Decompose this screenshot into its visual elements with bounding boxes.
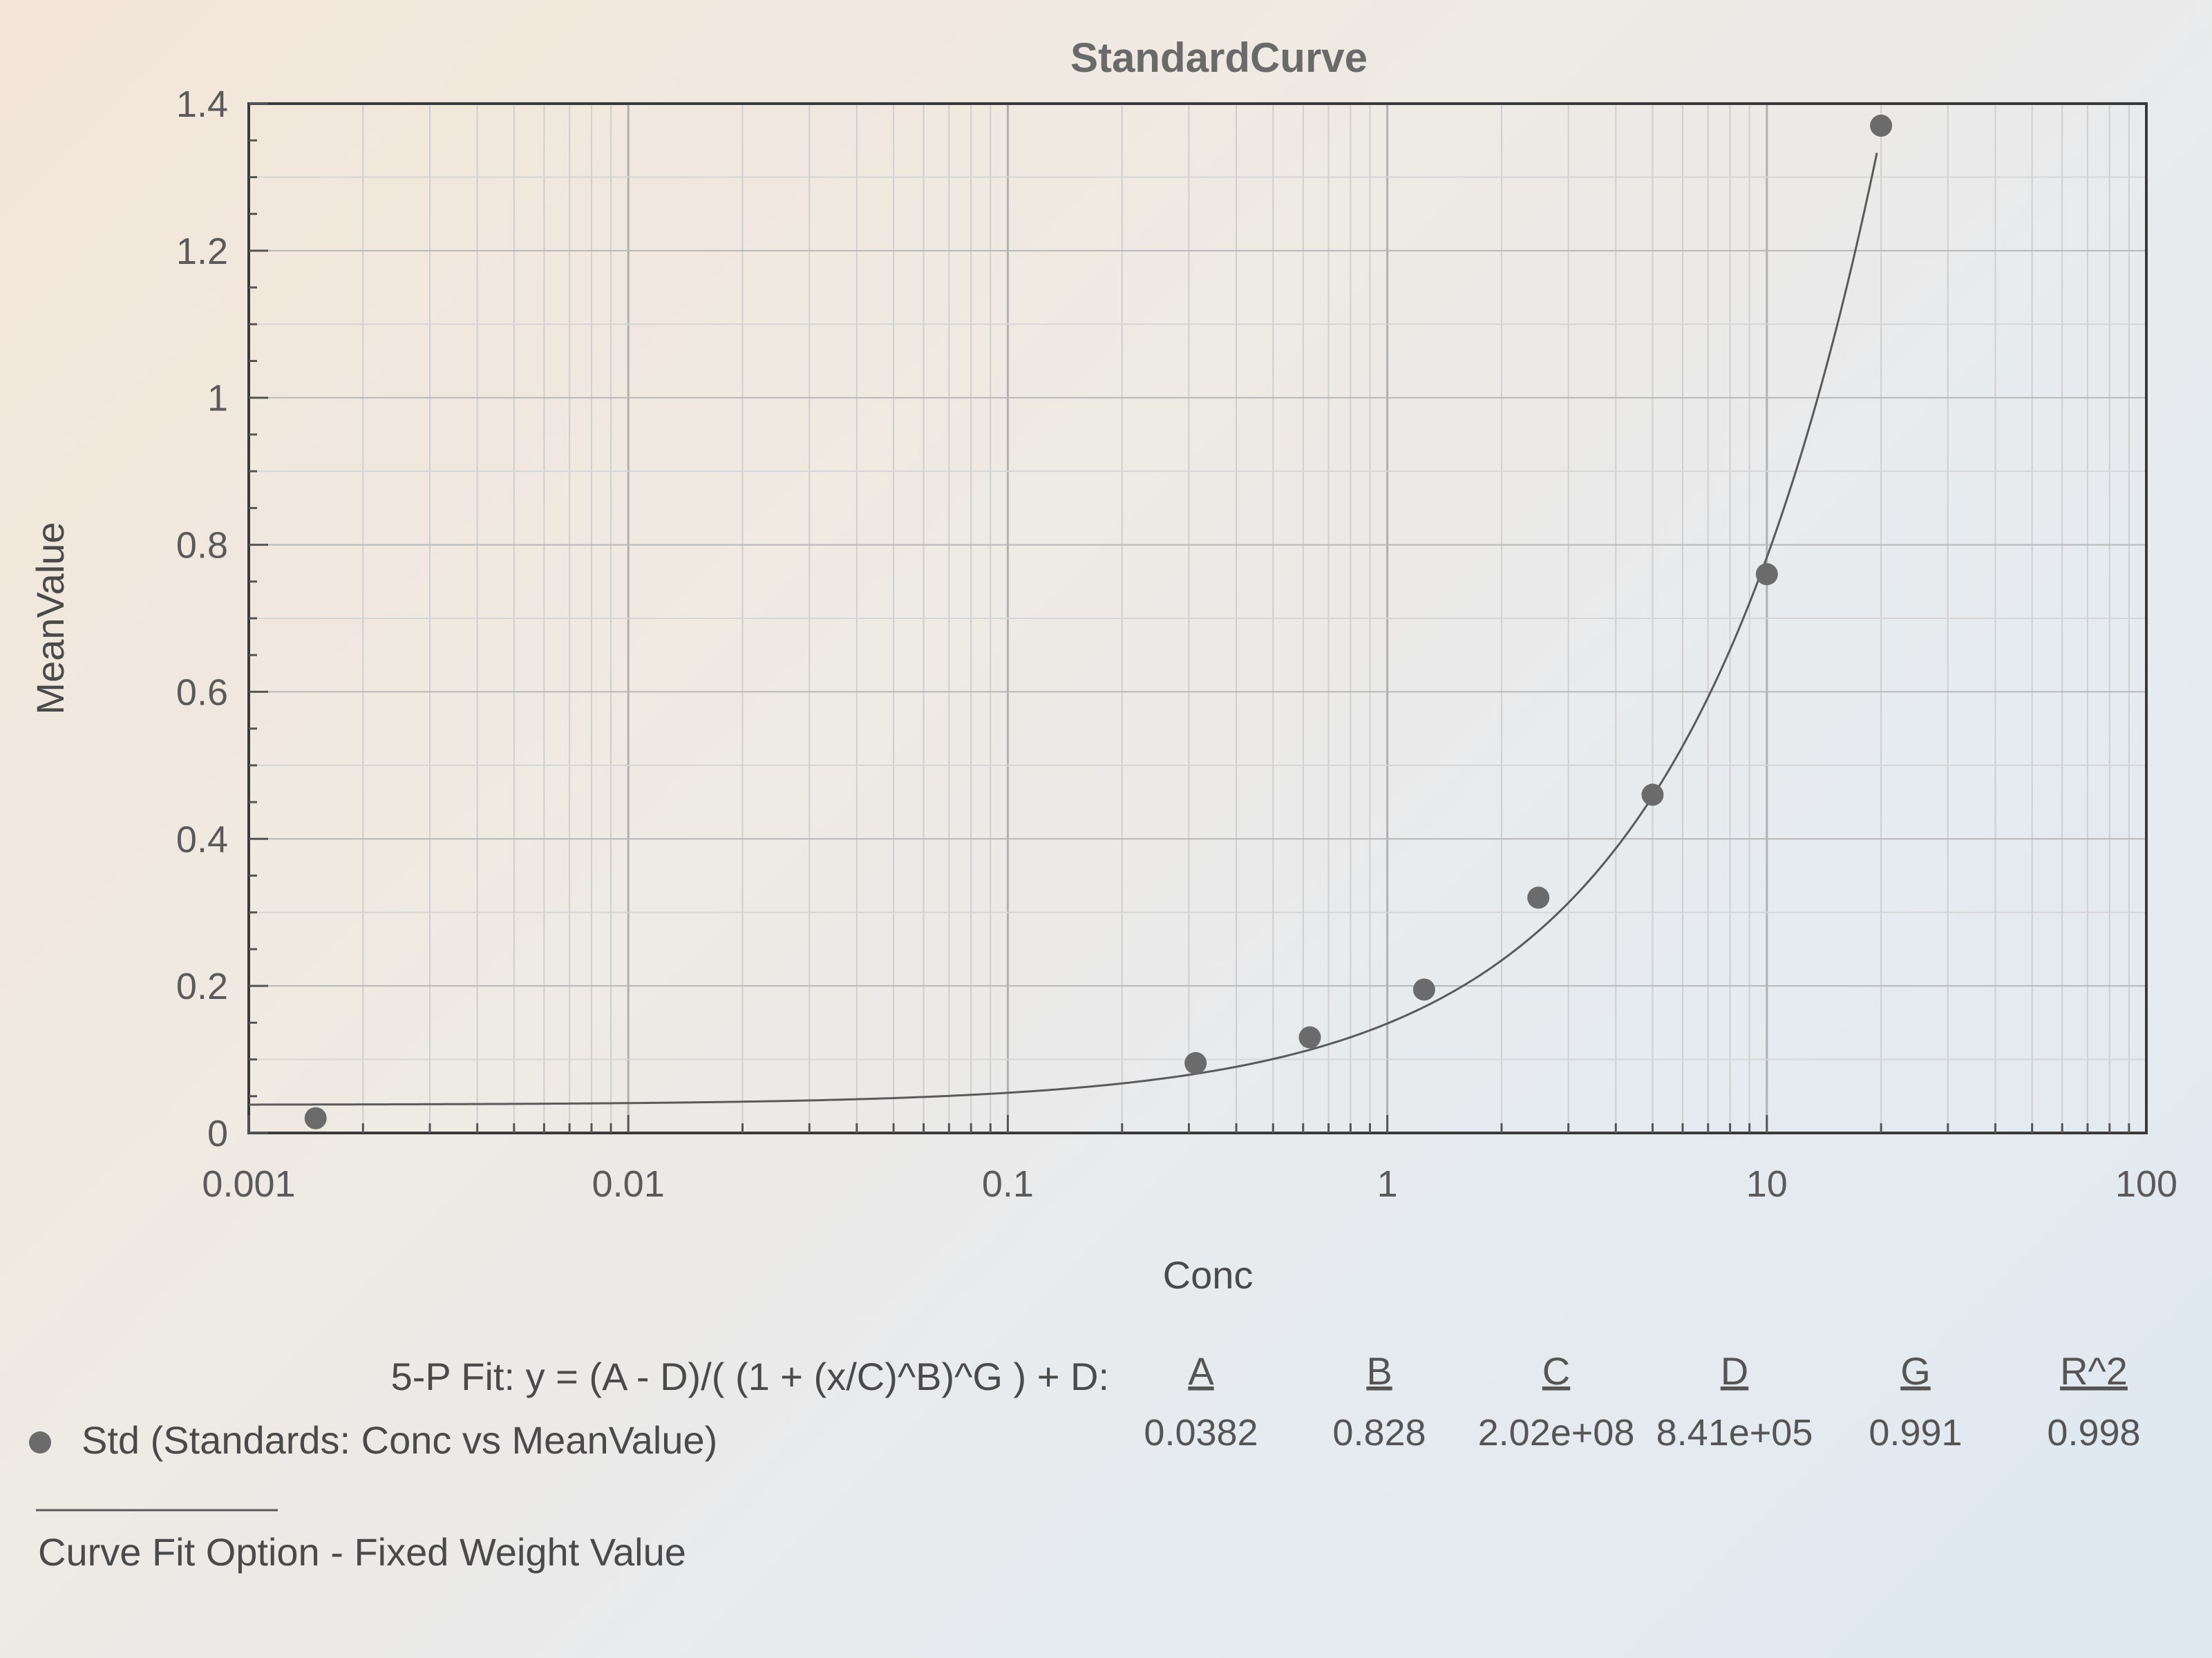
fit-param-value: 2.02e+08 (1478, 1412, 1635, 1454)
data-point (1755, 563, 1778, 586)
x-tick-label: 10 (1746, 1163, 1788, 1205)
grid-lines (247, 103, 2146, 1134)
y-tick-label: 0.4 (176, 819, 228, 860)
fit-param-value: 0.828 (1332, 1412, 1426, 1454)
fit-curve-layer (248, 153, 1878, 1106)
fit-equation: 5-P Fit: y = (A - D)/( (1 + (x/C)^B)^G )… (391, 1355, 1109, 1398)
data-point (1641, 783, 1664, 806)
data-point (1527, 886, 1550, 909)
data-point (1870, 114, 1893, 137)
fit-param-value: 0.0382 (1144, 1412, 1258, 1454)
y-tick-label: 1 (207, 378, 228, 419)
data-point (1184, 1051, 1207, 1074)
data-point (1412, 978, 1435, 1001)
fit-param-name: R^2 (2060, 1349, 2128, 1393)
y-tick-label: 0.2 (176, 966, 228, 1007)
x-tick-label: 0.001 (202, 1163, 295, 1205)
y-tick-label: 1.2 (176, 231, 228, 272)
x-tick-label: 0.01 (592, 1163, 665, 1205)
fit-param-value: 0.991 (1869, 1412, 1962, 1454)
x-tick-label: 100 (2115, 1163, 2177, 1205)
fit-parameters: A 0.0382 B 0.828 C 2.02e+08 D 8.41e+05 G 0.991 R^2… (1144, 1349, 2140, 1454)
x-tick-label: 0.1 (982, 1163, 1034, 1205)
x-tick-label: 1 (1377, 1163, 1398, 1205)
data-point (304, 1107, 327, 1130)
curve-fit-option-note: Curve Fit Option - Fixed Weight Value (38, 1530, 686, 1574)
y-axis-label: MeanValue (28, 522, 72, 714)
chart-title: StandardCurve (1070, 35, 1368, 81)
fit-param-name: C (1542, 1349, 1570, 1393)
axis-ticks: 0.001 0.01 0.1 1 10 100 0 0.2 0.4 0.6 0.8 1 1.2 1.4 (176, 84, 2177, 1205)
fit-param-name: G (1900, 1349, 1931, 1393)
data-point (1298, 1026, 1321, 1049)
y-tick-label: 0.8 (176, 525, 228, 566)
fit-param-name: D (1721, 1349, 1748, 1393)
fit-curve (248, 153, 1878, 1106)
x-axis-label: Conc (1163, 1253, 1254, 1297)
fit-param-value: 8.41e+05 (1656, 1412, 1813, 1454)
fit-param-name: A (1188, 1349, 1214, 1393)
y-tick-label: 0 (207, 1113, 228, 1154)
legend-marker (29, 1431, 51, 1454)
fit-param-name: B (1366, 1349, 1392, 1393)
y-tick-label: 1.4 (176, 84, 228, 125)
y-tick-label: 0.6 (176, 671, 228, 713)
legend-entry: Std (Standards: Conc vs MeanValue) (82, 1418, 717, 1462)
data-points (304, 114, 1893, 1130)
fit-param-value: 0.998 (2047, 1412, 2140, 1454)
